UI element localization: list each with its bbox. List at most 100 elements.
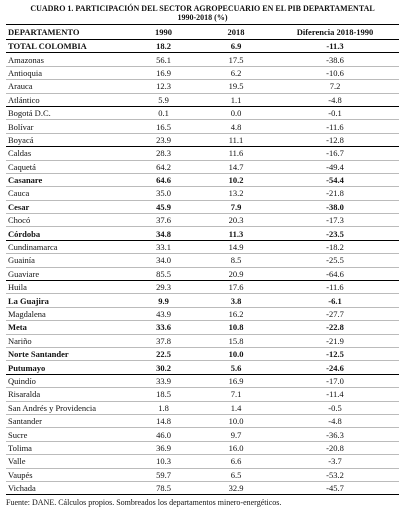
- table-cell: 7.1: [201, 387, 271, 402]
- table-cell: Cauca: [6, 186, 126, 201]
- table-row: Caquetá 64.2 14.7 -49.4: [6, 160, 399, 174]
- table-cell: -12.5: [271, 347, 399, 362]
- table-cell: La Guajira: [6, 293, 126, 308]
- table-cell: 37.8: [126, 334, 201, 348]
- table-row: Amazonas 56.1 17.5 -38.6: [6, 52, 399, 67]
- table-cell: -24.6: [271, 360, 399, 375]
- table-row: Norte Santander 22.5 10.0 -12.5: [6, 347, 399, 362]
- table-row: Cesar 45.9 7.9 -38.0: [6, 200, 399, 215]
- table-row: Meta 33.6 10.8 -22.8: [6, 320, 399, 335]
- table-cell: -0.1: [271, 106, 399, 121]
- table-cell: Bolívar: [6, 119, 126, 134]
- table-cell: 28.3: [126, 146, 201, 161]
- table-cell: -17.0: [271, 374, 399, 389]
- table-cell: -53.2: [271, 468, 399, 482]
- column-header: 1990: [126, 24, 201, 40]
- table-row: Córdoba 34.8 11.3 -23.5: [6, 226, 399, 241]
- table-cell: Cundinamarca: [6, 240, 126, 255]
- table-row: Vichada 78.5 32.9 -45.7: [6, 481, 399, 496]
- table-cell: -64.6: [271, 267, 399, 282]
- table-cell: 59.7: [126, 468, 201, 482]
- table-cell: 64.6: [126, 173, 201, 188]
- table-cell: 6.9: [201, 39, 271, 54]
- table-cell: 85.5: [126, 267, 201, 282]
- table-row: Caldas 28.3 11.6 -16.7: [6, 146, 399, 161]
- table-row: Antioquia 16.9 6.2 -10.6: [6, 66, 399, 81]
- table-cell: Putumayo: [6, 360, 126, 375]
- table-cell: 14.7: [201, 160, 271, 174]
- table-cell: 33.9: [126, 374, 201, 389]
- subtitle: 1990-2018 (%): [177, 13, 228, 22]
- table-cell: 6.6: [201, 454, 271, 469]
- table-cell: 36.9: [126, 441, 201, 456]
- table-cell: -49.4: [271, 160, 399, 174]
- table-cell: -11.4: [271, 387, 399, 402]
- table-cell: 1.4: [201, 401, 271, 415]
- column-header: Diferencia 2018-1990: [271, 24, 399, 40]
- table-cell: 7.2: [271, 79, 399, 94]
- table-cell: 22.5: [126, 347, 201, 362]
- table-cell: Vichada: [6, 481, 126, 496]
- table-cell: -54.4: [271, 173, 399, 188]
- footnote: Fuente: DANE. Cálculos propios. Sombread…: [6, 498, 282, 508]
- table-cell: 5.6: [201, 360, 271, 375]
- table-cell: -11.6: [271, 280, 399, 295]
- table-cell: -21.9: [271, 334, 399, 348]
- table-cell: 10.0: [201, 414, 271, 429]
- table-cell: 33.1: [126, 240, 201, 255]
- table-cell: -0.5: [271, 401, 399, 415]
- table-cell: 0.0: [201, 106, 271, 121]
- table-cell: Santander: [6, 414, 126, 429]
- table-cell: -38.0: [271, 200, 399, 215]
- table-cell: 46.0: [126, 427, 201, 442]
- table-cell: -6.1: [271, 293, 399, 308]
- table-cell: 16.0: [201, 441, 271, 456]
- table-cell: Antioquia: [6, 66, 126, 81]
- table-cell: Norte Santander: [6, 347, 126, 362]
- table-row: Risaralda 18.5 7.1 -11.4: [6, 387, 399, 402]
- table-row: Cundinamarca 33.1 14.9 -18.2: [6, 240, 399, 255]
- table-cell: 17.5: [201, 52, 271, 67]
- table-row: Bogotá D.C. 0.1 0.0 -0.1: [6, 106, 399, 121]
- table-cell: 33.6: [126, 320, 201, 335]
- table-row: Valle 10.3 6.6 -3.7: [6, 454, 399, 469]
- table-cell: TOTAL COLOMBIA: [6, 39, 126, 54]
- table-cell: Bogotá D.C.: [6, 106, 126, 121]
- table-cell: Amazonas: [6, 52, 126, 67]
- table-row: Chocó 37.6 20.3 -17.3: [6, 213, 399, 228]
- table-cell: Vaupés: [6, 468, 126, 482]
- table-cell: -23.5: [271, 226, 399, 241]
- table-cell: Huila: [6, 280, 126, 295]
- table-cell: 4.8: [201, 119, 271, 134]
- table-cell: Risaralda: [6, 387, 126, 402]
- column-header: DEPARTAMENTO: [6, 24, 126, 40]
- table-cell: 35.0: [126, 186, 201, 201]
- table-cell: -25.5: [271, 253, 399, 268]
- table-row: Santander 14.8 10.0 -4.8: [6, 414, 399, 429]
- table-cell: 10.8: [201, 320, 271, 335]
- table-row: San Andrés y Providencia 1.8 1.4 -0.5: [6, 401, 399, 415]
- table-row: Sucre 46.0 9.7 -36.3: [6, 427, 399, 442]
- table-cell: Cesar: [6, 200, 126, 215]
- table-cell: Caldas: [6, 146, 126, 161]
- table-row: Arauca 12.3 19.5 7.2: [6, 79, 399, 94]
- table-cell: 5.9: [126, 93, 201, 107]
- table-cell: 34.8: [126, 226, 201, 241]
- table-cell: 14.8: [126, 414, 201, 429]
- table-cell: -20.8: [271, 441, 399, 456]
- table-cell: 6.2: [201, 66, 271, 81]
- table-cell: Córdoba: [6, 226, 126, 241]
- table-cell: 16.2: [201, 307, 271, 322]
- table-row: Nariño 37.8 15.8 -21.9: [6, 334, 399, 348]
- table-cell: 18.5: [126, 387, 201, 402]
- table-cell: -21.8: [271, 186, 399, 201]
- table-cell: 16.9: [126, 66, 201, 81]
- table-cell: 78.5: [126, 481, 201, 496]
- table-cell: 11.6: [201, 146, 271, 161]
- table-cell: San Andrés y Providencia: [6, 401, 126, 415]
- table-cell: Nariño: [6, 334, 126, 348]
- table-cell: 9.7: [201, 427, 271, 442]
- table-cell: Guaviare: [6, 267, 126, 282]
- table-cell: -4.8: [271, 414, 399, 429]
